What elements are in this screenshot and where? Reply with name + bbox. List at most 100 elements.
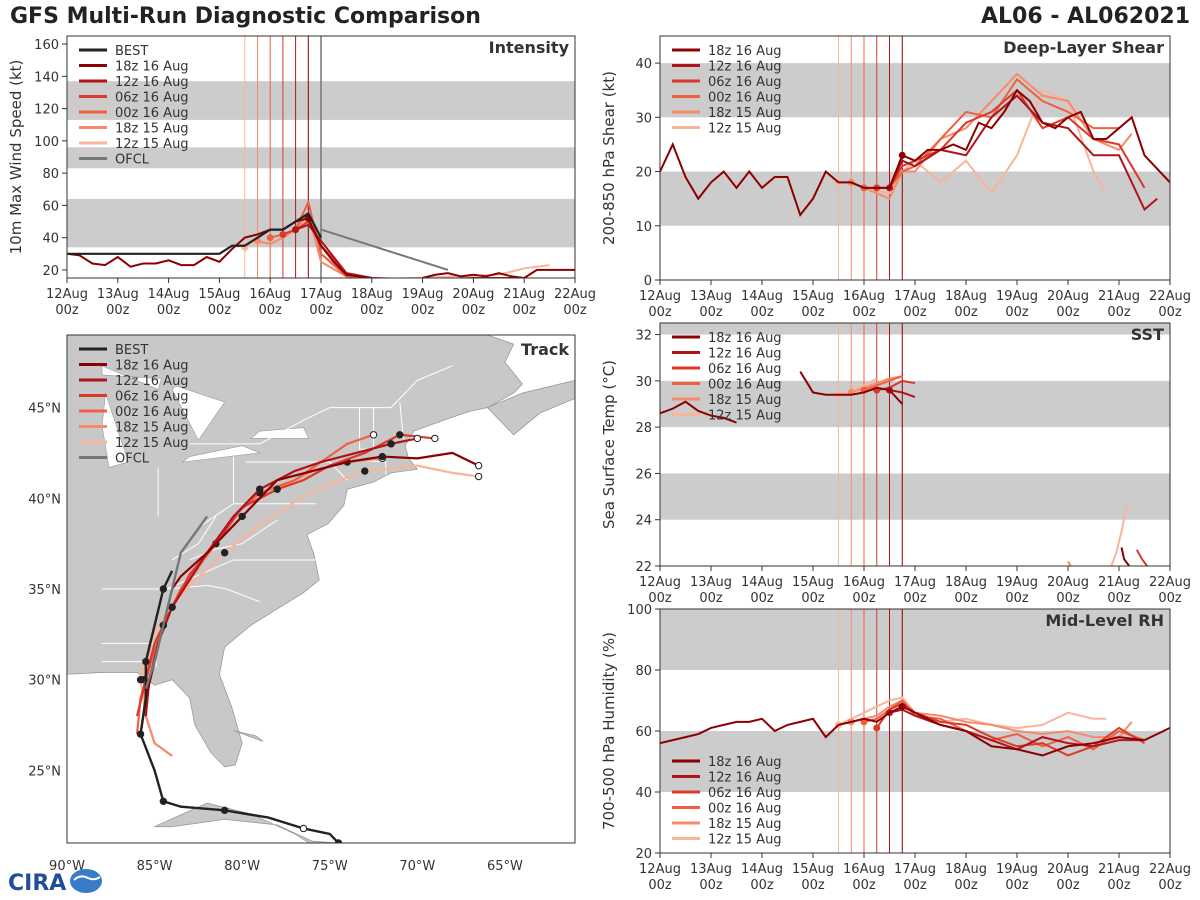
storm-id: AL06 - AL062021 — [981, 4, 1190, 29]
x-tick-label: 00z — [1005, 878, 1029, 893]
x-tick-label: 17Aug — [894, 862, 936, 877]
x-tick-label: 21Aug — [1098, 289, 1140, 304]
x-tick-label: 13Aug — [690, 862, 732, 877]
lake — [101, 365, 162, 390]
series-line — [295, 223, 525, 278]
x-tick-label: 17Aug — [894, 289, 936, 304]
legend-label: 18z 16 Aug — [708, 755, 782, 770]
x-tick-label: 13Aug — [97, 287, 139, 302]
series-line — [888, 94, 1158, 212]
x-tick-label: 00z — [55, 303, 79, 318]
shear-panel: 01020304012Aug00z13Aug00z14Aug00z15Aug00… — [600, 35, 1191, 320]
shaded-band — [660, 731, 1170, 792]
legend-label: 18z 16 Aug — [708, 331, 782, 346]
y-tick-label: 80 — [635, 664, 652, 679]
x-tick-label: 00z — [462, 303, 486, 318]
x-tick-label: 20Aug — [1047, 575, 1089, 590]
x-tick-label: 00z — [801, 305, 825, 320]
best-track-line — [67, 211, 322, 255]
x-tick-label: 00z — [648, 591, 672, 606]
x-tick-label: 00z — [1056, 878, 1080, 893]
track-point — [273, 485, 281, 493]
track-point — [474, 472, 483, 481]
legend-label: 00z 16 Aug — [708, 91, 782, 106]
legend-label: BEST — [115, 343, 148, 358]
legend-label: 12z 15 Aug — [115, 137, 189, 152]
x-tick-label: 20Aug — [1047, 862, 1089, 877]
x-tick-label: 21Aug — [1098, 862, 1140, 877]
legend-label: 12z 16 Aug — [708, 771, 782, 786]
track-point — [413, 434, 422, 443]
x-tick-label: 13Aug — [690, 575, 732, 590]
x-tick-label: 00z — [954, 305, 978, 320]
lat-label: 30°N — [28, 674, 61, 689]
y-tick-label: 100 — [34, 135, 59, 150]
x-tick-label: 00z — [801, 591, 825, 606]
x-tick-label: 00z — [563, 303, 587, 318]
y-tick-label: 30 — [635, 111, 652, 126]
series-line — [889, 708, 1145, 751]
x-tick-label: 18Aug — [351, 287, 393, 302]
x-tick-label: 00z — [750, 305, 774, 320]
x-tick-label: 00z — [954, 878, 978, 893]
lake — [101, 392, 129, 468]
legend-label: 18z 15 Aug — [708, 393, 782, 408]
x-tick-label: 00z — [801, 878, 825, 893]
legend-label: 12z 16 Aug — [115, 75, 189, 90]
legend-label: 18z 16 Aug — [708, 44, 782, 59]
x-tick-label: 16Aug — [843, 575, 885, 590]
land-mass — [486, 379, 575, 436]
lon-label: 75°W — [312, 859, 348, 874]
best-track-point — [299, 824, 308, 833]
x-tick-label: 21Aug — [1098, 575, 1140, 590]
x-tick-label: 15Aug — [792, 575, 834, 590]
series-line — [67, 217, 372, 278]
track-point — [255, 485, 264, 493]
track-point — [474, 461, 483, 470]
x-tick-label: 15Aug — [792, 862, 834, 877]
x-tick-label: 00z — [1056, 591, 1080, 606]
series-line — [422, 268, 575, 278]
state-border — [245, 461, 348, 481]
x-tick-label: 00z — [208, 303, 232, 318]
x-tick-label: 22Aug — [554, 287, 596, 302]
x-tick-label: 00z — [699, 591, 723, 606]
shaded-band — [660, 609, 1170, 670]
x-tick-label: 19Aug — [996, 289, 1038, 304]
lon-label: 80°W — [224, 859, 260, 874]
x-tick-label: 00z — [259, 303, 283, 318]
y-tick-label: 80 — [42, 167, 59, 182]
series-line — [863, 375, 903, 392]
init-marker — [292, 226, 300, 234]
y-tick-label: 40 — [635, 57, 652, 72]
shaded-band — [660, 323, 1170, 335]
legend-label: 12z 16 Aug — [115, 374, 189, 389]
x-tick-label: 16Aug — [843, 289, 885, 304]
page-title: GFS Multi-Run Diagnostic Comparison — [10, 4, 481, 29]
data-layer — [660, 371, 1148, 566]
series-line — [1120, 547, 1131, 566]
best-track-point — [142, 657, 150, 666]
legend-label: OFCL — [115, 153, 150, 168]
legend-label: 06z 16 Aug — [708, 362, 782, 377]
svg-text:CIRA: CIRA — [8, 871, 66, 896]
legend-label: 18z 15 Aug — [708, 106, 782, 121]
legend-label: 18z 15 Aug — [115, 122, 189, 137]
track-point — [168, 603, 176, 611]
track-point — [378, 452, 387, 461]
x-tick-label: 00z — [954, 591, 978, 606]
legend-label: BEST — [115, 44, 148, 59]
legend-label: 12z 16 Aug — [708, 60, 782, 75]
best-track-point — [136, 730, 145, 738]
sst-panel: 22242628303212Aug00z13Aug00z14Aug00z15Au… — [600, 322, 1191, 606]
data-layer — [660, 696, 1170, 757]
panel-title: Intensity — [489, 38, 570, 57]
legend-label: 18z 15 Aug — [115, 421, 189, 436]
series-line — [1067, 560, 1072, 566]
track-panel: 90°W 85°W 80°W 75°W 70°W 65°W 25°N 30°N 35°N 40°N… — [28, 334, 576, 874]
y-tick-label: 40 — [635, 786, 652, 801]
x-tick-label: 00z — [852, 305, 876, 320]
track-point — [396, 431, 404, 439]
land-mass — [233, 730, 264, 742]
